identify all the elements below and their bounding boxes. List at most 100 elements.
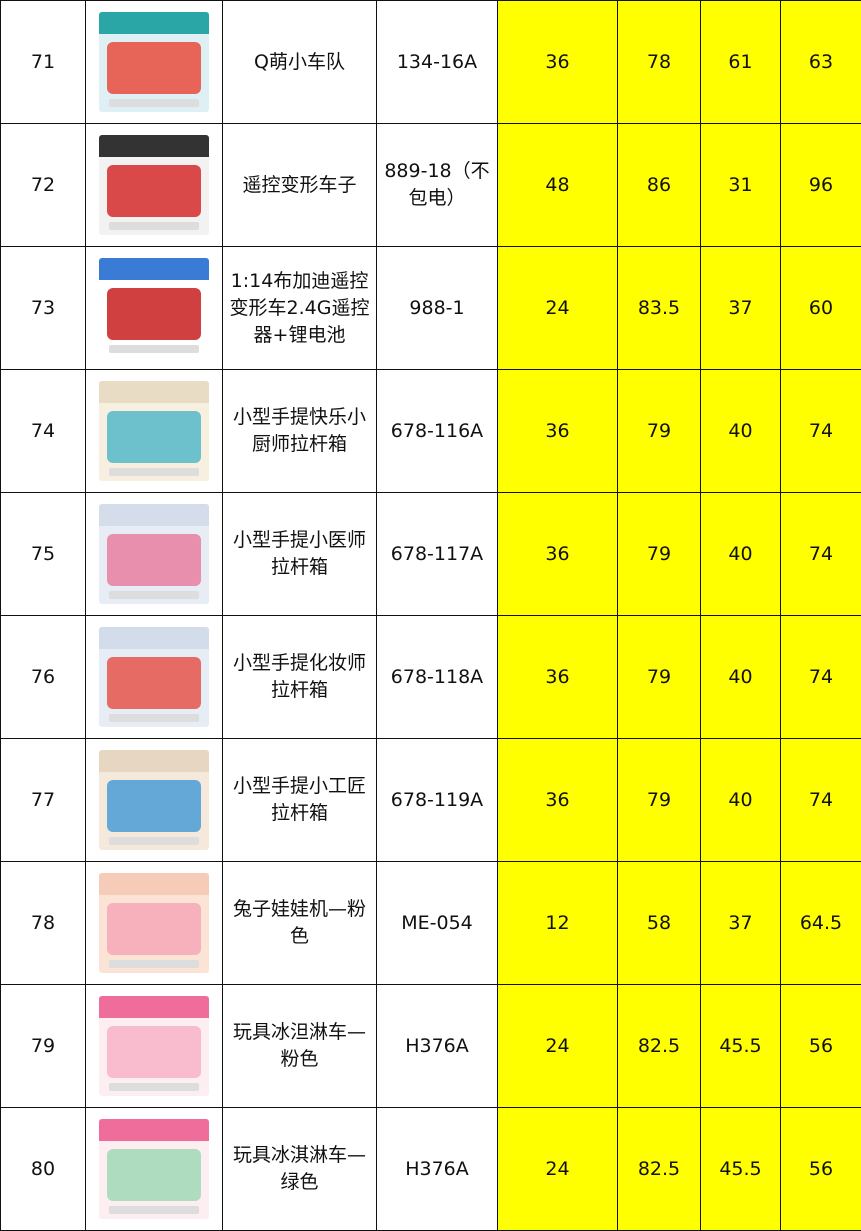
row-number[interactable]: 71: [1, 1, 86, 124]
product-name[interactable]: 小型手提化妆师拉杆箱: [223, 616, 377, 739]
value-col-3[interactable]: 40: [701, 616, 781, 739]
value-col-1[interactable]: 36: [498, 739, 618, 862]
product-image: [99, 1119, 209, 1219]
product-image: [99, 504, 209, 604]
value-col-2[interactable]: 79: [618, 493, 701, 616]
value-col-4[interactable]: 74: [781, 493, 861, 616]
value-col-1[interactable]: 12: [498, 862, 618, 985]
product-image: [99, 258, 209, 358]
product-image-cell[interactable]: [86, 370, 223, 493]
value-col-2[interactable]: 79: [618, 616, 701, 739]
row-number[interactable]: 77: [1, 739, 86, 862]
value-col-3[interactable]: 40: [701, 739, 781, 862]
value-col-2[interactable]: 79: [618, 370, 701, 493]
product-code[interactable]: 988-1: [377, 247, 498, 370]
product-image-cell[interactable]: [86, 1108, 223, 1231]
value-col-4[interactable]: 74: [781, 370, 861, 493]
product-code[interactable]: 889-18（不包电）: [377, 124, 498, 247]
value-col-2[interactable]: 86: [618, 124, 701, 247]
value-col-1[interactable]: 24: [498, 985, 618, 1108]
product-code[interactable]: 678-117A: [377, 493, 498, 616]
product-image-cell[interactable]: [86, 862, 223, 985]
value-col-4[interactable]: 74: [781, 616, 861, 739]
product-code[interactable]: 678-119A: [377, 739, 498, 862]
value-col-4[interactable]: 56: [781, 985, 861, 1108]
product-image-cell[interactable]: [86, 124, 223, 247]
value-col-4[interactable]: 63: [781, 1, 861, 124]
row-number[interactable]: 79: [1, 985, 86, 1108]
value-col-3[interactable]: 31: [701, 124, 781, 247]
product-code[interactable]: ME-054: [377, 862, 498, 985]
table-row: 77 小型手提小工匠拉杆箱 678-119A 36 79 40 74: [1, 739, 861, 862]
product-image-cell[interactable]: [86, 985, 223, 1108]
value-col-2[interactable]: 79: [618, 739, 701, 862]
value-col-3[interactable]: 37: [701, 247, 781, 370]
product-name[interactable]: 遥控变形车子: [223, 124, 377, 247]
product-code[interactable]: 134-16A: [377, 1, 498, 124]
value-col-3[interactable]: 45.5: [701, 985, 781, 1108]
product-image: [99, 381, 209, 481]
value-col-1[interactable]: 36: [498, 1, 618, 124]
product-name[interactable]: Q萌小车队: [223, 1, 377, 124]
product-code[interactable]: 678-118A: [377, 616, 498, 739]
table-row: 71 Q萌小车队 134-16A 36 78 61 63: [1, 1, 861, 124]
product-image: [99, 750, 209, 850]
product-name[interactable]: 小型手提快乐小厨师拉杆箱: [223, 370, 377, 493]
product-image: [99, 873, 209, 973]
value-col-1[interactable]: 48: [498, 124, 618, 247]
product-image-cell[interactable]: [86, 739, 223, 862]
product-name[interactable]: 兔子娃娃机—粉色: [223, 862, 377, 985]
value-col-4[interactable]: 64.5: [781, 862, 861, 985]
product-code[interactable]: H376A: [377, 985, 498, 1108]
table-row: 76 小型手提化妆师拉杆箱 678-118A 36 79 40 74: [1, 616, 861, 739]
table-row: 79 玩具冰泹淋车—粉色 H376A 24 82.5 45.5 56: [1, 985, 861, 1108]
value-col-1[interactable]: 36: [498, 616, 618, 739]
row-number[interactable]: 72: [1, 124, 86, 247]
product-image-cell[interactable]: [86, 1, 223, 124]
value-col-3[interactable]: 40: [701, 370, 781, 493]
row-number[interactable]: 80: [1, 1108, 86, 1231]
product-name[interactable]: 小型手提小工匠拉杆箱: [223, 739, 377, 862]
product-image-cell[interactable]: [86, 493, 223, 616]
product-image: [99, 12, 209, 112]
value-col-4[interactable]: 56: [781, 1108, 861, 1231]
value-col-2[interactable]: 78: [618, 1, 701, 124]
product-image: [99, 135, 209, 235]
value-col-3[interactable]: 61: [701, 1, 781, 124]
value-col-2[interactable]: 58: [618, 862, 701, 985]
product-image-cell[interactable]: [86, 616, 223, 739]
product-name[interactable]: 玩具冰淇淋车—绿色: [223, 1108, 377, 1231]
value-col-2[interactable]: 83.5: [618, 247, 701, 370]
table-row: 78 兔子娃娃机—粉色 ME-054 12 58 37 64.5: [1, 862, 861, 985]
value-col-1[interactable]: 24: [498, 247, 618, 370]
row-number[interactable]: 78: [1, 862, 86, 985]
value-col-2[interactable]: 82.5: [618, 985, 701, 1108]
value-col-4[interactable]: 96: [781, 124, 861, 247]
value-col-3[interactable]: 37: [701, 862, 781, 985]
value-col-4[interactable]: 60: [781, 247, 861, 370]
value-col-1[interactable]: 36: [498, 493, 618, 616]
value-col-1[interactable]: 36: [498, 370, 618, 493]
product-image-cell[interactable]: [86, 247, 223, 370]
product-code[interactable]: H376A: [377, 1108, 498, 1231]
value-col-3[interactable]: 40: [701, 493, 781, 616]
row-number[interactable]: 74: [1, 370, 86, 493]
table-row: 73 1:14布加迪遥控变形车2.4G遥控器+锂电池 988-1 24 83.5…: [1, 247, 861, 370]
value-col-3[interactable]: 45.5: [701, 1108, 781, 1231]
product-name[interactable]: 玩具冰泹淋车—粉色: [223, 985, 377, 1108]
value-col-2[interactable]: 82.5: [618, 1108, 701, 1231]
product-name[interactable]: 1:14布加迪遥控变形车2.4G遥控器+锂电池: [223, 247, 377, 370]
table-row: 72 遥控变形车子 889-18（不包电） 48 86 31 96: [1, 124, 861, 247]
row-number[interactable]: 73: [1, 247, 86, 370]
product-image: [99, 627, 209, 727]
row-number[interactable]: 76: [1, 616, 86, 739]
table-row: 75 小型手提小医师拉杆箱 678-117A 36 79 40 74: [1, 493, 861, 616]
table-row: 74 小型手提快乐小厨师拉杆箱 678-116A 36 79 40 74: [1, 370, 861, 493]
value-col-1[interactable]: 24: [498, 1108, 618, 1231]
product-code[interactable]: 678-116A: [377, 370, 498, 493]
product-image: [99, 996, 209, 1096]
row-number[interactable]: 75: [1, 493, 86, 616]
product-name[interactable]: 小型手提小医师拉杆箱: [223, 493, 377, 616]
value-col-4[interactable]: 74: [781, 739, 861, 862]
